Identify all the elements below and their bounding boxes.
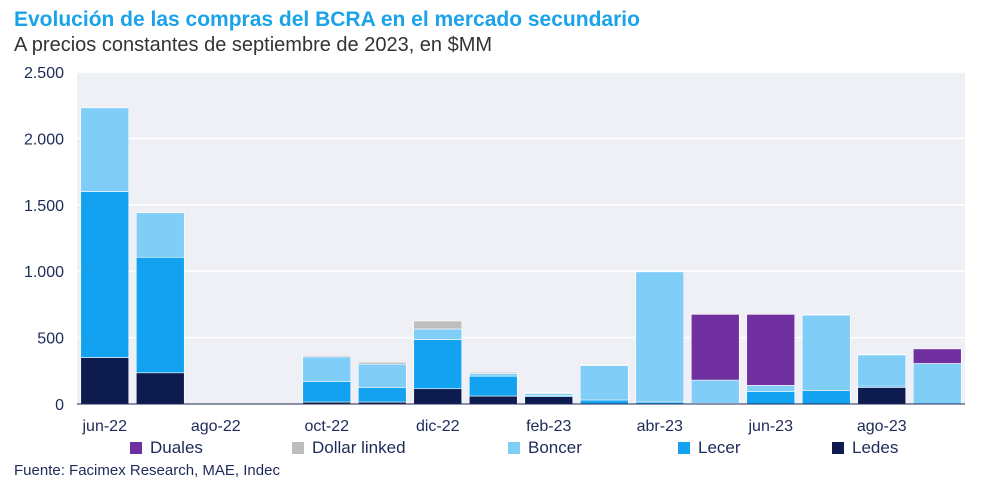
- bar-segment-lecer: [746, 391, 796, 405]
- x-tick-label: ago-22: [191, 418, 241, 435]
- bar-segment-ledes: [135, 372, 185, 405]
- legend-item-lecer: Lecer: [678, 438, 741, 458]
- bar-segment-ledes: [857, 387, 907, 405]
- bar-segment-ledes: [524, 396, 574, 405]
- legend-swatch: [678, 442, 690, 454]
- legend-item-duales: Duales: [130, 438, 203, 458]
- bar-segment-dollar-linked: [857, 353, 907, 356]
- legend-swatch: [832, 442, 844, 454]
- legend-item-boncer: Boncer: [508, 438, 582, 458]
- legend-label: Ledes: [852, 438, 899, 457]
- legend-swatch: [508, 442, 520, 454]
- bar-segment-lecer: [413, 339, 463, 390]
- y-tick-label: 2.000: [24, 131, 64, 148]
- bar-segment-boncer: [413, 328, 463, 340]
- stacked-bar-chart: 0 500 1.000 1.500 2.000 2.500 jun-22 ago-22 oct…: [24, 65, 965, 435]
- bar-segment-dollar-linked: [468, 371, 518, 374]
- bar-segment-duales: [746, 314, 796, 386]
- chart-title: Evolución de las compras del BCRA en el …: [14, 8, 640, 31]
- bar-segment-lecer: [135, 256, 185, 374]
- x-tick-label: jun-23: [748, 418, 794, 435]
- bar-segment-dollar-linked: [413, 320, 463, 330]
- x-tick-label: jun-22: [82, 418, 128, 435]
- y-tick-label: 0: [55, 397, 64, 414]
- bar-segment-boncer: [80, 107, 130, 192]
- bar-segment-duales: [912, 348, 962, 364]
- x-tick-label: abr-23: [637, 418, 683, 435]
- x-axis-ticks: jun-22 ago-22 oct-22 dic-22 feb-23 abr-23 jun-…: [82, 418, 907, 435]
- bars-group: [80, 107, 962, 405]
- bar-segment-lecer: [579, 399, 629, 405]
- y-tick-label: 500: [37, 331, 64, 348]
- y-axis-ticks: 0 500 1.000 1.500 2.000 2.500: [24, 65, 64, 414]
- bar-segment-boncer: [857, 354, 907, 387]
- bar-segment-boncer: [690, 379, 740, 404]
- bar-segment-boncer: [912, 363, 962, 405]
- bar-segment-dollar-linked: [579, 364, 629, 366]
- legend-item-ledes: Ledes: [832, 438, 898, 458]
- chart-subtitle: A precios constantes de septiembre de 20…: [14, 34, 493, 56]
- legend-item-dollar-linked: Dollar linked: [292, 438, 406, 458]
- bar-segment-boncer: [357, 363, 407, 388]
- legend: Duales Dollar linked Boncer Lecer Ledes: [0, 438, 1000, 462]
- grid-lines: [77, 71, 965, 339]
- legend-label: Boncer: [528, 438, 582, 457]
- y-tick-label: 1.500: [24, 198, 64, 215]
- x-tick-label: ago-23: [857, 418, 907, 435]
- legend-swatch: [292, 442, 304, 454]
- bar-segment-boncer: [801, 314, 851, 392]
- bar-segment-boncer: [468, 373, 518, 377]
- x-tick-label: feb-23: [526, 418, 571, 435]
- legend-label: Lecer: [698, 438, 741, 457]
- bar-segment-boncer: [579, 365, 629, 401]
- bar-segment-duales: [690, 314, 740, 381]
- bar-segment-lecer: [80, 191, 130, 358]
- bar-segment-dollar-linked: [302, 355, 352, 358]
- bar-segment-lecer: [468, 375, 518, 397]
- x-tick-label: dic-22: [416, 418, 460, 435]
- y-tick-label: 2.500: [24, 65, 64, 82]
- source-note: Fuente: Facimex Research, MAE, Indec: [14, 462, 280, 479]
- legend-label: Dollar linked: [312, 438, 406, 457]
- x-tick-label: oct-22: [305, 418, 350, 435]
- bar-segment-boncer: [302, 356, 352, 382]
- bar-segment-ledes: [80, 357, 130, 405]
- bar-segment-dollar-linked: [524, 392, 574, 394]
- bar-segment-lecer: [357, 387, 407, 403]
- bar-segment-boncer: [135, 212, 185, 258]
- bar-segment-ledes: [468, 395, 518, 405]
- y-tick-label: 1.000: [24, 264, 64, 281]
- legend-label: Duales: [150, 438, 203, 457]
- bar-segment-dollar-linked: [801, 314, 851, 316]
- bar-segment-boncer: [635, 271, 685, 403]
- legend-swatch: [130, 442, 142, 454]
- bar-segment-ledes: [413, 388, 463, 405]
- bar-segment-lecer: [302, 381, 352, 403]
- bar-segment-lecer: [801, 390, 851, 405]
- bar-segment-dollar-linked: [357, 361, 407, 365]
- bar-segment-boncer: [746, 385, 796, 392]
